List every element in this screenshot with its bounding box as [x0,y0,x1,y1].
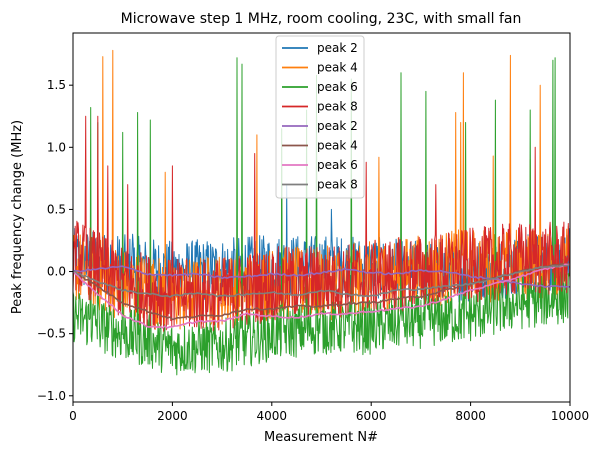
chart-title: Microwave step 1 MHz, room cooling, 23C,… [121,11,522,27]
x-tick-label: 8000 [455,409,486,423]
legend-label: peak 8 [317,178,358,192]
x-tick-label: 0 [69,409,77,423]
x-tick-label: 2000 [157,409,188,423]
legend-label: peak 6 [317,158,358,172]
y-tick-label: 0.5 [47,202,66,216]
y-tick-label: 1.0 [47,140,66,154]
x-tick-label: 10000 [551,409,589,423]
legend-label: peak 6 [317,80,358,94]
legend-label: peak 2 [317,119,358,133]
series-line [73,57,570,376]
y-tick-label: 1.5 [47,78,66,92]
plot-frame [72,32,571,403]
y-tick-label: −0.5 [37,327,66,341]
legend-label: peak 4 [317,139,358,153]
legend-label: peak 8 [317,100,358,114]
series-line [73,263,570,298]
series-line [73,263,570,329]
plot-area [73,49,570,376]
series-line [73,265,570,288]
y-axis: −1.0 −0.5 0.0 0.5 1.0 1.5 [37,78,73,403]
legend-box [275,35,365,199]
x-axis-label: Measurement N# [264,430,378,445]
y-axis-label: Peak frequency change (MHz) [10,120,25,314]
legend-label: peak 2 [317,41,358,55]
x-tick-label: 4000 [257,409,288,423]
legend: peak 2 peak 4 peak 6 peak 8 peak 2 peak 4 peak… [275,35,365,199]
x-axis: 0 2000 4000 6000 8000 10000 [69,402,589,423]
legend-label: peak 4 [317,61,358,75]
x-tick-label: 6000 [356,409,387,423]
y-tick-label: −1.0 [37,389,66,403]
y-tick-label: 0.0 [47,265,66,279]
